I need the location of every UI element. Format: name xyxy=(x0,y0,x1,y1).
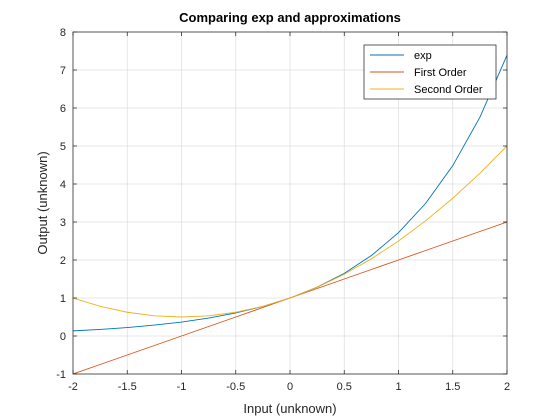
x-tick-label: 0 xyxy=(287,381,293,393)
y-tick-label: 8 xyxy=(60,27,66,39)
x-axis-label: Input (unknown) xyxy=(243,401,336,416)
y-tick-label: 0 xyxy=(60,331,66,343)
y-tick-label: 1 xyxy=(60,293,66,305)
legend: exp First Order Second Order xyxy=(363,44,497,100)
legend-label-second-order: Second Order xyxy=(414,84,483,96)
chart-title: Comparing exp and approximations xyxy=(179,10,401,25)
x-tick-label: -2 xyxy=(68,381,78,393)
series-layer xyxy=(73,55,507,374)
x-tick-label: 1 xyxy=(395,381,401,393)
x-tick-label: -0.5 xyxy=(226,381,245,393)
y-tick-label: 3 xyxy=(60,217,66,229)
x-tick-label: 1.5 xyxy=(445,381,460,393)
ticks xyxy=(72,31,508,375)
x-tick-label: -1 xyxy=(177,381,187,393)
y-tick-label: -1 xyxy=(56,369,66,381)
y-tick-label: 4 xyxy=(60,179,66,191)
x-tick-label: 2 xyxy=(504,381,510,393)
y-tick-label: 7 xyxy=(60,65,66,77)
tick-labels: -2 -1.5 -1 -0.5 0 0.5 1 1.5 2 -1 0 1 2 3 4 5 6 7 8 xyxy=(56,27,510,393)
legend-label-exp: exp xyxy=(414,50,432,62)
legend-label-first-order: First Order xyxy=(414,67,467,79)
x-tick-label: 0.5 xyxy=(337,381,352,393)
y-tick-label: 2 xyxy=(60,255,66,267)
series-line-second-order xyxy=(73,145,507,318)
y-axis-label: Output (unknown) xyxy=(35,151,50,254)
y-tick-label: 6 xyxy=(60,103,66,115)
y-tick-label: 5 xyxy=(60,141,66,153)
x-tick-label: -1.5 xyxy=(118,381,137,393)
